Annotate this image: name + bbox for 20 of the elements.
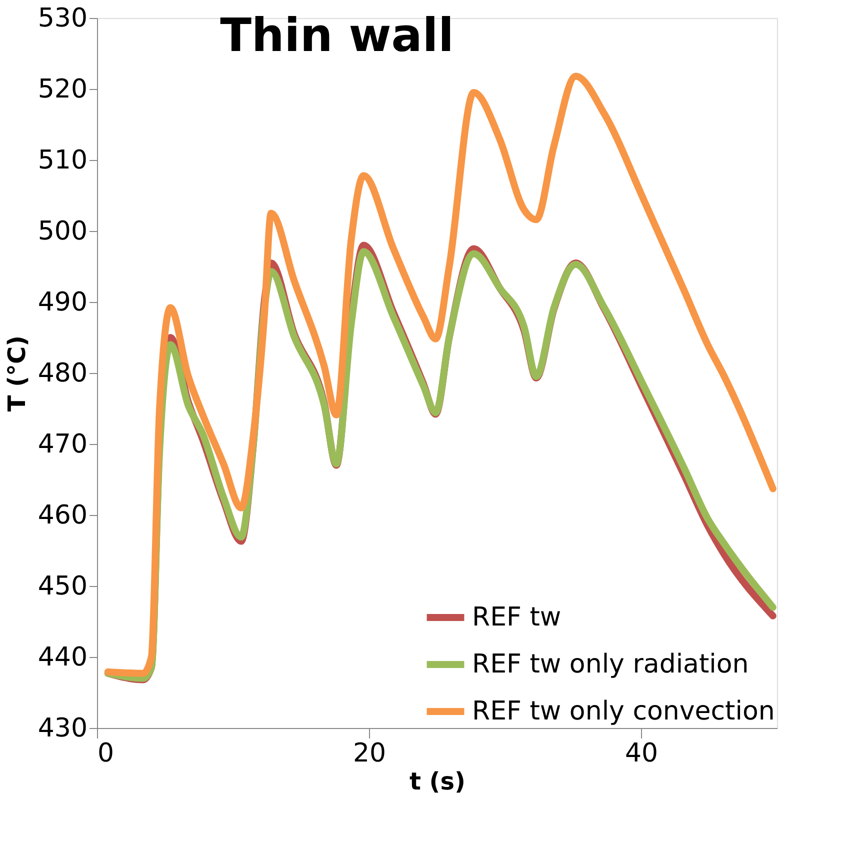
y-tick-label: 520 <box>38 74 88 104</box>
x-tick-label: 40 <box>624 738 658 768</box>
y-tick-label: 440 <box>38 642 88 672</box>
x-tick-label: 20 <box>352 738 386 768</box>
legend-label: REF tw only convection <box>472 696 775 726</box>
y-tick-label: 500 <box>38 216 88 246</box>
y-tick-label: 470 <box>38 430 88 460</box>
y-axis-title: T (°C) <box>2 335 31 412</box>
legend-label: REF tw only radiation <box>472 650 749 680</box>
chart-title: Thin wall <box>220 8 454 62</box>
y-tick-label: 460 <box>38 500 88 530</box>
y-tick-label: 450 <box>38 572 88 602</box>
y-tick-label: 510 <box>38 146 88 176</box>
legend-label: REF tw <box>472 602 562 632</box>
y-tick-label: 530 <box>38 4 88 34</box>
x-tick-label: 0 <box>98 738 114 768</box>
y-tick-label: 490 <box>38 288 88 318</box>
y-tick-label: 430 <box>38 714 88 744</box>
y-tick-label: 480 <box>38 358 88 388</box>
x-axis-title: t (s) <box>409 768 466 796</box>
